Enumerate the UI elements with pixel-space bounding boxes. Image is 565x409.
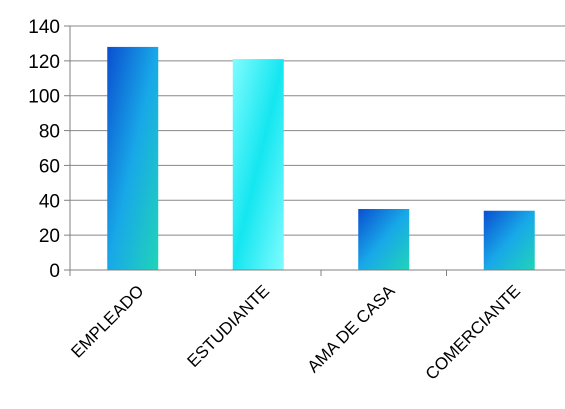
bar-ama-de-casa (358, 209, 410, 270)
y-tick-label: 0 (49, 261, 60, 282)
x-category-label: AMA DE CASA (304, 281, 399, 376)
x-category-label: COMERCIANTE (422, 281, 524, 383)
bars (107, 46, 535, 270)
y-tick-label: 120 (28, 52, 60, 73)
bar-comerciante (483, 210, 535, 270)
y-tick-label: 60 (39, 156, 60, 177)
y-tick-labels: 0 20 40 60 80 100 120 140 (28, 17, 60, 282)
y-tick-label: 80 (39, 122, 60, 143)
x-category-label: ESTUDIANTE (183, 281, 273, 371)
x-category-label: EMPLEADO (67, 281, 147, 361)
y-tick-label: 20 (39, 226, 60, 247)
x-category-labels: EMPLEADO ESTUDIANTE AMA DE CASA COMERCIANTE (67, 281, 524, 384)
y-tick-label: 140 (28, 17, 60, 38)
bar-estudiante (232, 59, 284, 270)
y-tick-label: 40 (39, 191, 60, 212)
axes (64, 25, 565, 276)
y-tick-label: 100 (28, 87, 60, 108)
bar-empleado (107, 46, 159, 270)
